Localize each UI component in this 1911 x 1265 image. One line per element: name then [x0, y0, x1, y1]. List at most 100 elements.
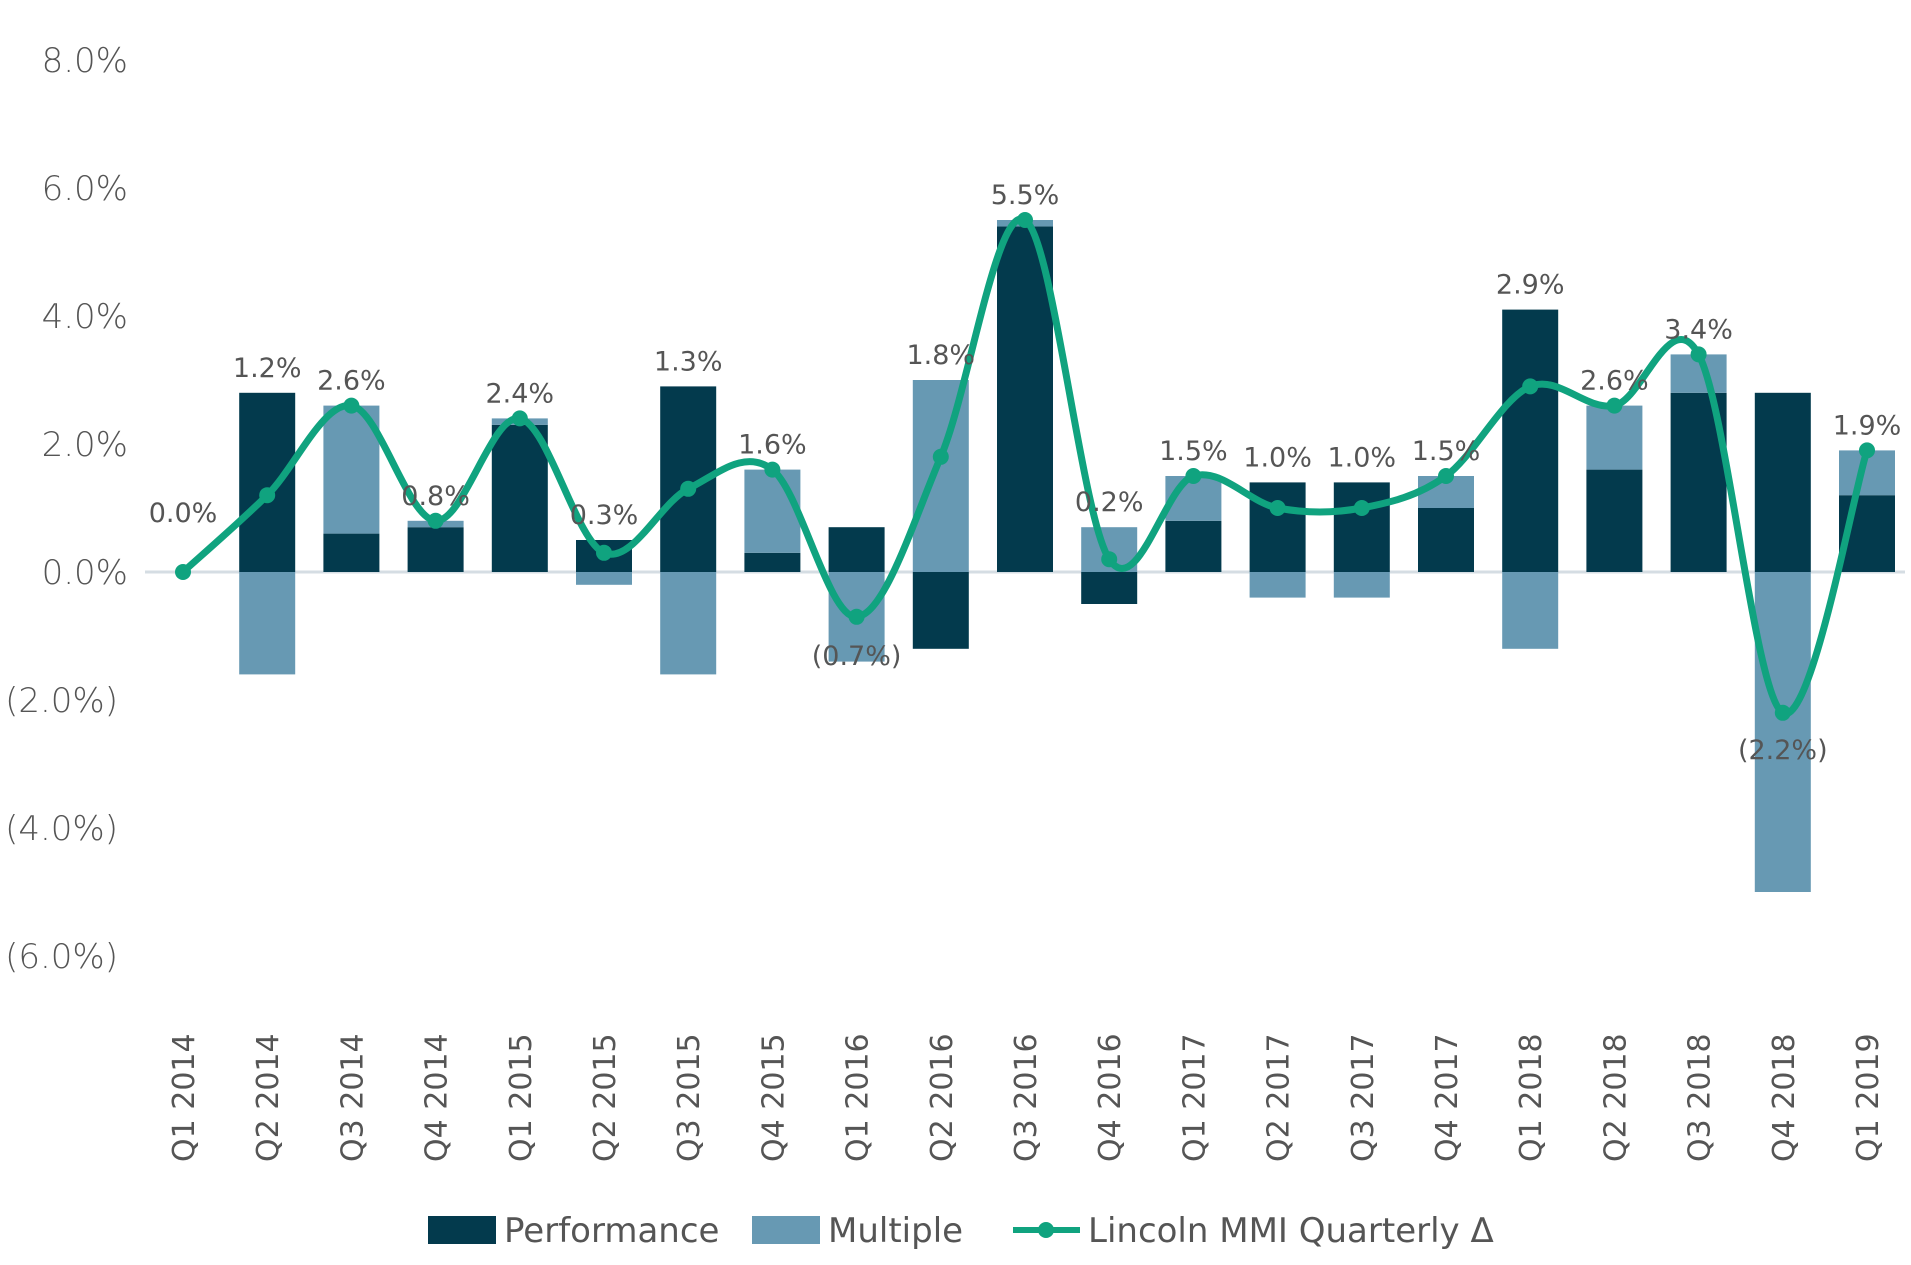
data-labels: 0.0% 1.2% 2.6% 0.8% 2.4% 0.3% 1.3% 1.6% (0.7%) 1.… [149, 180, 1902, 766]
data-label: 1.6% [738, 430, 807, 461]
y-tick-label: 6.0% [42, 169, 128, 209]
y-tick-label: (6.0%) [5, 937, 118, 977]
data-label: 1.5% [1412, 436, 1481, 467]
line-point [1017, 212, 1033, 228]
line-point [1353, 500, 1370, 516]
bar-performance [1502, 309, 1559, 572]
line-point [175, 564, 191, 580]
line-point [259, 487, 276, 504]
legend: Performance Multiple Lincoln MMI Quarter… [428, 1211, 1494, 1251]
x-tick-label: Q3 2014 [335, 1033, 370, 1162]
data-label: 1.2% [233, 353, 302, 384]
bar-performance [323, 533, 380, 572]
series-line-lincoln-mmi [179, 215, 1871, 717]
bar-performance [912, 572, 969, 649]
y-tick-label: 2.0% [42, 425, 128, 465]
line-point [848, 608, 865, 625]
line-point [1438, 468, 1454, 484]
y-tick-label: 4.0% [42, 297, 128, 337]
line-point [427, 512, 444, 529]
x-tick-label: Q3 2016 [1009, 1033, 1044, 1162]
data-label: 1.8% [906, 340, 975, 371]
data-label: 2.9% [1496, 270, 1565, 301]
x-tick-label: Q4 2015 [756, 1033, 791, 1162]
bar-performance [491, 424, 548, 572]
data-label: 0.8% [401, 481, 470, 512]
data-label: 0.0% [149, 498, 218, 529]
bar-multiple [239, 572, 296, 675]
line-point [1101, 551, 1118, 568]
line-point [932, 448, 949, 465]
data-label: 2.6% [1580, 366, 1649, 397]
y-tick-label: 0.0% [42, 553, 128, 593]
bar-multiple [1249, 572, 1306, 598]
legend-label-performance: Performance [504, 1211, 719, 1251]
x-tick-label: Q4 2016 [1093, 1033, 1128, 1162]
line-point [680, 480, 697, 497]
data-label: (0.7%) [812, 641, 902, 672]
y-tick-label: 8.0% [42, 41, 128, 81]
bar-multiple [1333, 572, 1390, 598]
x-tick-label: Q1 2016 [841, 1033, 876, 1162]
line-point [764, 461, 781, 478]
data-label: 1.5% [1159, 436, 1228, 467]
x-tick-label: Q3 2015 [672, 1033, 707, 1162]
bar-performance [1586, 469, 1643, 572]
line-point [596, 544, 612, 561]
bars [239, 220, 1895, 892]
line-points [175, 212, 1875, 721]
legend-item-lincoln-mmi[interactable]: Lincoln MMI Quarterly Δ [1013, 1211, 1494, 1251]
data-label: 2.6% [317, 366, 386, 397]
legend-item-multiple[interactable]: Multiple [752, 1211, 963, 1251]
bar-performance [1418, 508, 1474, 572]
x-tick-label: Q2 2014 [251, 1033, 286, 1162]
bar-multiple [744, 469, 801, 553]
x-tick-label: Q4 2018 [1767, 1033, 1802, 1162]
x-tick-label: Q4 2014 [420, 1033, 455, 1162]
x-tick-label: Q1 2018 [1514, 1033, 1549, 1162]
legend-swatch-marker [1038, 1222, 1054, 1238]
bar-performance [828, 527, 885, 572]
line-point [1269, 500, 1286, 516]
bar-performance [1333, 482, 1390, 572]
data-label: 1.0% [1243, 442, 1312, 473]
x-tick-label: Q2 2016 [925, 1033, 960, 1162]
x-tick-label: Q1 2017 [1177, 1033, 1212, 1162]
x-tick-label: Q1 2019 [1851, 1033, 1886, 1162]
bar-multiple [1502, 572, 1559, 649]
line-point [1606, 397, 1623, 414]
data-label: 0.3% [570, 500, 639, 531]
line-point [1859, 442, 1875, 459]
bar-multiple [1586, 405, 1643, 470]
legend-swatch-performance [428, 1216, 496, 1244]
data-label: (2.2%) [1738, 735, 1828, 766]
x-tick-label: Q2 2017 [1262, 1033, 1297, 1162]
data-label: 5.5% [991, 180, 1060, 211]
y-tick-label: (4.0%) [5, 809, 118, 849]
data-label: 1.9% [1833, 410, 1902, 441]
x-tick-label: Q2 2015 [588, 1033, 623, 1162]
legend-label-multiple: Multiple [828, 1211, 963, 1251]
line-point [511, 410, 528, 427]
bar-multiple [1754, 572, 1811, 892]
x-tick-label: Q3 2017 [1346, 1033, 1381, 1162]
line-point [343, 397, 360, 414]
bar-multiple [576, 572, 632, 585]
bar-performance [1249, 482, 1306, 572]
line-point [1185, 468, 1202, 484]
data-label: 3.4% [1664, 314, 1733, 345]
data-label: 0.2% [1075, 487, 1144, 518]
bar-multiple [660, 572, 717, 675]
bar-performance [239, 392, 296, 572]
legend-item-performance[interactable]: Performance [428, 1211, 719, 1251]
bar-multiple [912, 380, 969, 572]
data-label: 2.4% [485, 378, 554, 409]
line-point [1690, 346, 1707, 363]
bar-performance [407, 527, 464, 572]
bar-performance [744, 552, 801, 572]
line-point [1522, 378, 1539, 395]
bar-performance [1754, 392, 1811, 572]
x-tick-label: Q1 2015 [504, 1033, 539, 1162]
bar-performance [1081, 572, 1138, 604]
